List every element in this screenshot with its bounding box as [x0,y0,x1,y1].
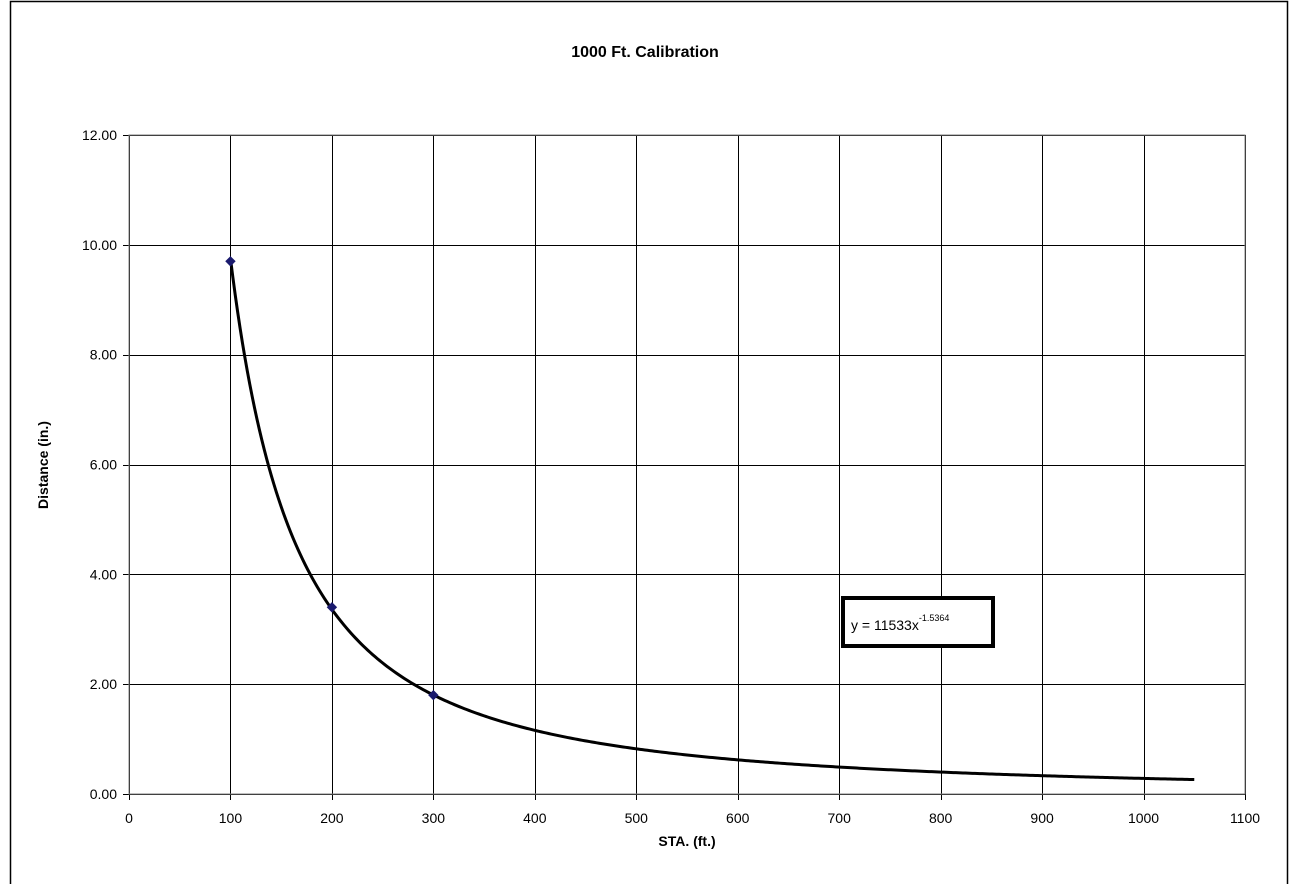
y-tick-label: 10.00 [82,237,117,253]
x-tick-label: 600 [726,810,750,826]
plot-area-border [128,134,1246,795]
x-tick-label: 700 [828,810,852,826]
x-tick-label: 800 [929,810,953,826]
x-tick-label: 1100 [1230,810,1260,826]
x-tick-label: 200 [320,810,344,826]
data-points [225,256,439,701]
y-tick-label: 0.00 [90,786,117,802]
chart-title: 1000 Ft. Calibration [571,44,719,61]
x-tick-label: 0 [125,810,133,826]
data-point [428,689,439,701]
trendline-equation-box: y = 11533x-1.5364 [841,596,995,648]
x-axis-title: STA. (ft.) [658,833,715,849]
trendline-path [228,258,1195,782]
grid-lines [123,135,1246,800]
x-tick-label: 100 [219,810,243,826]
data-point [326,602,338,613]
y-tick-label: 4.00 [90,566,117,582]
equation-exponent: -1.5364 [919,613,950,623]
y-tick-label: 6.00 [90,457,117,473]
equation-base: y = 11533x [851,617,919,633]
tick-labels: 0 100 200 300 400 500 600 700 800 900 1000 1100 0.00… [82,127,1260,826]
x-tick-label: 500 [625,810,649,826]
x-tick-label: 400 [523,810,547,826]
trendline [228,258,1195,782]
data-point [225,256,236,267]
y-axis-title: Distance (in.) [35,421,51,509]
x-tick-label: 900 [1030,810,1054,826]
trendline-equation: y = 11533x-1.5364 [851,613,949,633]
x-tick-label: 300 [422,810,446,826]
chart-frame [9,0,1289,884]
equation-box-frame [841,596,995,648]
y-tick-label: 12.00 [82,127,117,143]
y-tick-label: 8.00 [90,347,117,363]
y-tick-label: 2.00 [90,676,117,692]
x-tick-label: 1000 [1128,810,1159,826]
